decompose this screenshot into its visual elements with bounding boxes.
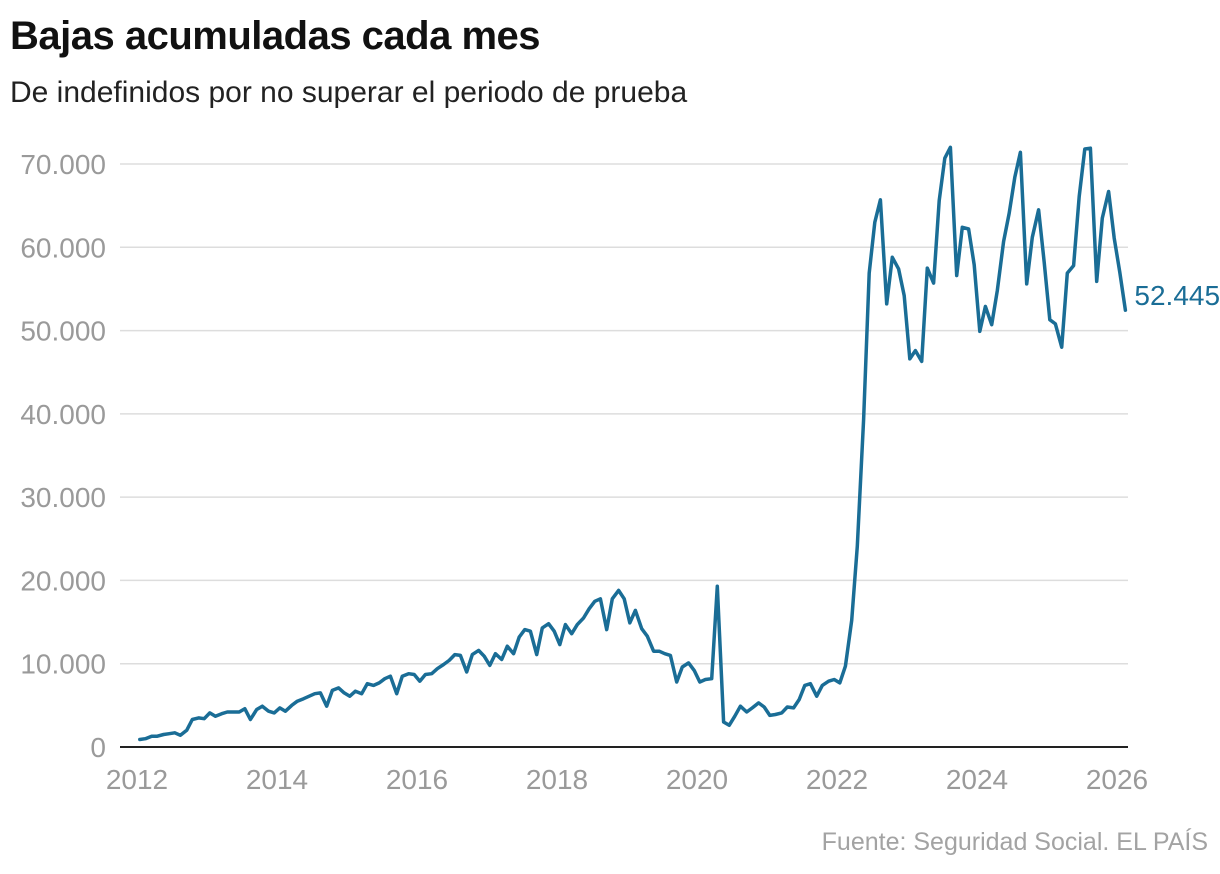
x-tick-label: 2016: [386, 764, 448, 795]
y-tick-label: 20.000: [20, 565, 106, 596]
y-tick-label: 50.000: [20, 316, 106, 347]
y-tick-label: 70.000: [20, 149, 106, 180]
gridlines: [120, 163, 1128, 665]
x-tick-label: 2024: [946, 764, 1008, 795]
y-tick-label: 0: [90, 732, 106, 763]
chart-subtitle: De indefinidos por no superar el periodo…: [10, 76, 688, 109]
end-value-label: 52.445: [1134, 280, 1220, 311]
chart-title: Bajas acumuladas cada mes: [10, 14, 541, 58]
y-tick-label: 30.000: [20, 482, 106, 513]
x-tick-label: 2012: [106, 764, 168, 795]
y-tick-label: 60.000: [20, 232, 106, 263]
y-tick-label: 10.000: [20, 649, 106, 680]
source-note: Fuente: Seguridad Social. EL PAÍS: [821, 828, 1208, 856]
x-tick-label: 2020: [666, 764, 728, 795]
x-axis-tick-labels: 2012 2014 2016 2018 2020 2022 2024 2026: [106, 764, 1148, 795]
x-tick-label: 2022: [806, 764, 868, 795]
y-axis-tick-labels: 0 10.000 20.000 30.000 40.000 50.000 60.000 70.…: [20, 149, 106, 763]
x-tick-label: 2014: [246, 764, 308, 795]
series-line: [138, 145, 1128, 742]
x-tick-label: 2018: [526, 764, 588, 795]
x-tick-label: 2026: [1086, 764, 1148, 795]
y-tick-label: 40.000: [20, 399, 106, 430]
